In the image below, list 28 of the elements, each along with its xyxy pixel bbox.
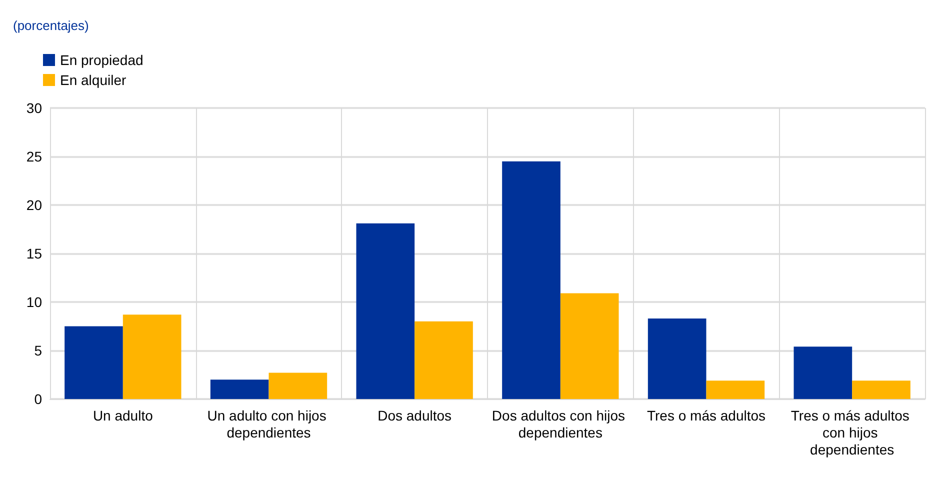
bar <box>706 380 765 399</box>
y-tick-label: 25 <box>26 148 42 164</box>
bar <box>414 321 473 399</box>
x-tick-label: Un adulto con hijos dependientes <box>207 408 330 440</box>
bar <box>502 161 560 399</box>
y-tick-label: 0 <box>34 391 42 407</box>
y-tick-label: 15 <box>26 246 42 262</box>
y-tick-label: 10 <box>26 294 42 310</box>
x-tick-label: Un adulto <box>92 408 154 424</box>
bar <box>210 380 269 399</box>
x-tick-label: Tres o más adultos <box>646 408 766 424</box>
bar <box>852 380 910 399</box>
y-tick-label: 20 <box>26 197 42 213</box>
legend-label: En alquiler <box>60 72 126 88</box>
bar <box>122 314 182 399</box>
legend-label: En propiedad <box>60 52 144 68</box>
x-tick-label: Dos adultos con hijos dependientes <box>492 408 629 440</box>
bar <box>64 326 123 399</box>
x-tick-label: Dos adultos <box>378 408 452 424</box>
y-tick-label: 30 <box>26 100 42 116</box>
bar <box>794 346 852 399</box>
x-tick-label: Tres o más adultos con hijos dependientes <box>790 408 914 458</box>
bar <box>560 293 619 399</box>
bar <box>268 372 328 399</box>
bar <box>648 318 706 399</box>
bar <box>356 223 415 399</box>
y-tick-label: 5 <box>34 342 42 358</box>
chart-subtitle: (porcentajes) <box>13 18 89 33</box>
